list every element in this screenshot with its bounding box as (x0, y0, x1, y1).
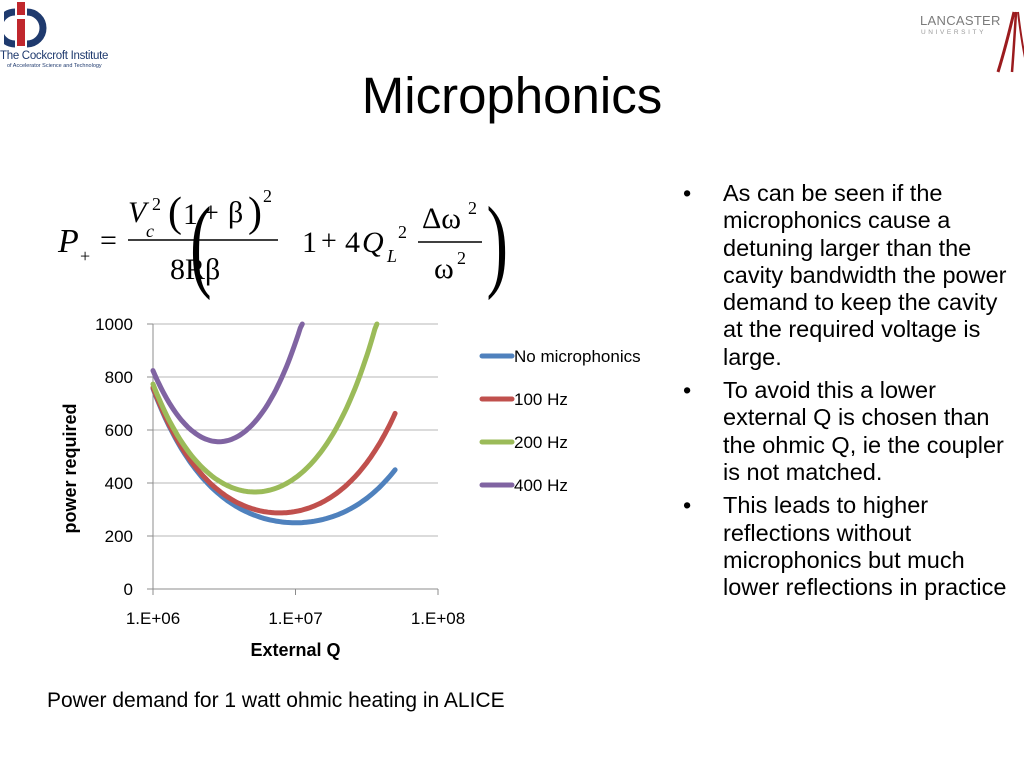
chart-y-label: power required (60, 403, 80, 533)
chart-x-ticks: 1.E+06 1.E+07 1.E+08 (126, 589, 465, 628)
lancaster-logo: LANCASTER UNIVERSITY (912, 10, 1024, 82)
formula-paren-open: ( (168, 190, 182, 236)
bullet-item: • This leads to higher reflections withou… (683, 492, 1023, 601)
formula-lhs: P (57, 223, 79, 260)
formula-q-sub: L (386, 246, 397, 266)
bullet-text: This leads to higher reflections without… (723, 492, 1007, 601)
series-line (150, 321, 305, 445)
formula-paren-close: ) (248, 190, 262, 236)
legend-label: 200 Hz (514, 433, 568, 452)
slide-title: Microphonics (361, 67, 663, 124)
formula-one-b: 1 (302, 226, 317, 259)
formula-big-paren-close: ) (486, 185, 507, 300)
formula-omega: ω (434, 252, 454, 285)
cockcroft-emblem-icon (4, 2, 47, 48)
lancaster-logo-name: LANCASTER (920, 13, 1001, 28)
formula-delta-omega: Δω (422, 202, 461, 235)
series-line (150, 385, 398, 516)
bullet-dot-icon: • (683, 180, 692, 206)
legend-label: No microphonics (514, 347, 641, 366)
y-tick-label: 600 (105, 421, 133, 440)
y-tick-label: 800 (105, 368, 133, 387)
formula-one: 1 (183, 198, 198, 231)
chart-gridlines (152, 323, 438, 590)
bullet-item: • As can be seen if the microphonics caus… (683, 180, 1023, 371)
legend-label: 400 Hz (514, 476, 568, 495)
bullet-list: • As can be seen if the microphonics caus… (683, 180, 1023, 607)
formula-vc-exp: 2 (152, 194, 161, 214)
cockcroft-logo-subtitle: of Accelerator Science and Technology (7, 63, 102, 69)
bullet-text: To avoid this a lower external Q is chos… (723, 377, 1004, 485)
chart-y-ticks: 0 200 400 600 800 1000 (95, 315, 153, 599)
y-tick-label: 1000 (95, 315, 133, 334)
x-tick-label: 1.E+07 (268, 609, 322, 628)
cockcroft-logo: The Cockcroft Institute of Accelerator S… (0, 2, 130, 74)
x-tick-label: 1.E+08 (411, 609, 465, 628)
formula-beta: β (228, 196, 243, 229)
formula-vc-sub: c (146, 221, 154, 241)
formula-vc: V (128, 196, 150, 229)
bullet-dot-icon: • (683, 492, 692, 519)
y-tick-label: 400 (105, 474, 133, 493)
formula-omega-exp: 2 (457, 248, 466, 268)
lancaster-emblem-icon (996, 11, 1024, 73)
formula-four: 4 (345, 226, 360, 259)
formula-plus: + (203, 198, 219, 229)
formula-lhs-sub: + (80, 246, 90, 266)
formula-q: Q (362, 226, 384, 259)
legend-label: 100 Hz (514, 390, 568, 409)
bullet-item: • To avoid this a lower external Q is cho… (683, 377, 1023, 486)
formula-q-exp: 2 (398, 222, 407, 242)
formula-big-paren-open: ( (190, 185, 211, 300)
power-chart: 0 200 400 600 800 1000 1.E+06 1.E+07 1.E+08 No … (60, 315, 641, 660)
lancaster-logo-subtitle: UNIVERSITY (921, 29, 987, 36)
bullet-text: As can be seen if the microphonics cause… (723, 180, 1007, 370)
bullet-dot-icon: • (683, 377, 692, 404)
chart-legend: No microphonics 100 Hz 200 Hz 400 Hz (479, 347, 641, 495)
y-tick-label: 0 (124, 580, 133, 599)
formula-plus-b: + (321, 226, 337, 257)
chart-x-label: External Q (250, 640, 340, 660)
power-formula: P + = V 2 c ( 1 + β ) 2 8Rβ ( 1 + 4 Q 2 … (57, 185, 508, 300)
formula-denominator: 8Rβ (170, 253, 220, 286)
series-line (150, 321, 380, 495)
y-tick-label: 200 (105, 527, 133, 546)
chart-caption: Power demand for 1 watt ohmic heating in… (47, 689, 505, 712)
formula-delta-omega-exp: 2 (468, 198, 477, 218)
chart-series-lines (150, 321, 398, 526)
formula-paren-exp: 2 (263, 186, 272, 206)
formula-equals: = (100, 224, 117, 257)
x-tick-label: 1.E+06 (126, 609, 180, 628)
cockcroft-logo-name: The Cockcroft Institute (0, 50, 109, 62)
